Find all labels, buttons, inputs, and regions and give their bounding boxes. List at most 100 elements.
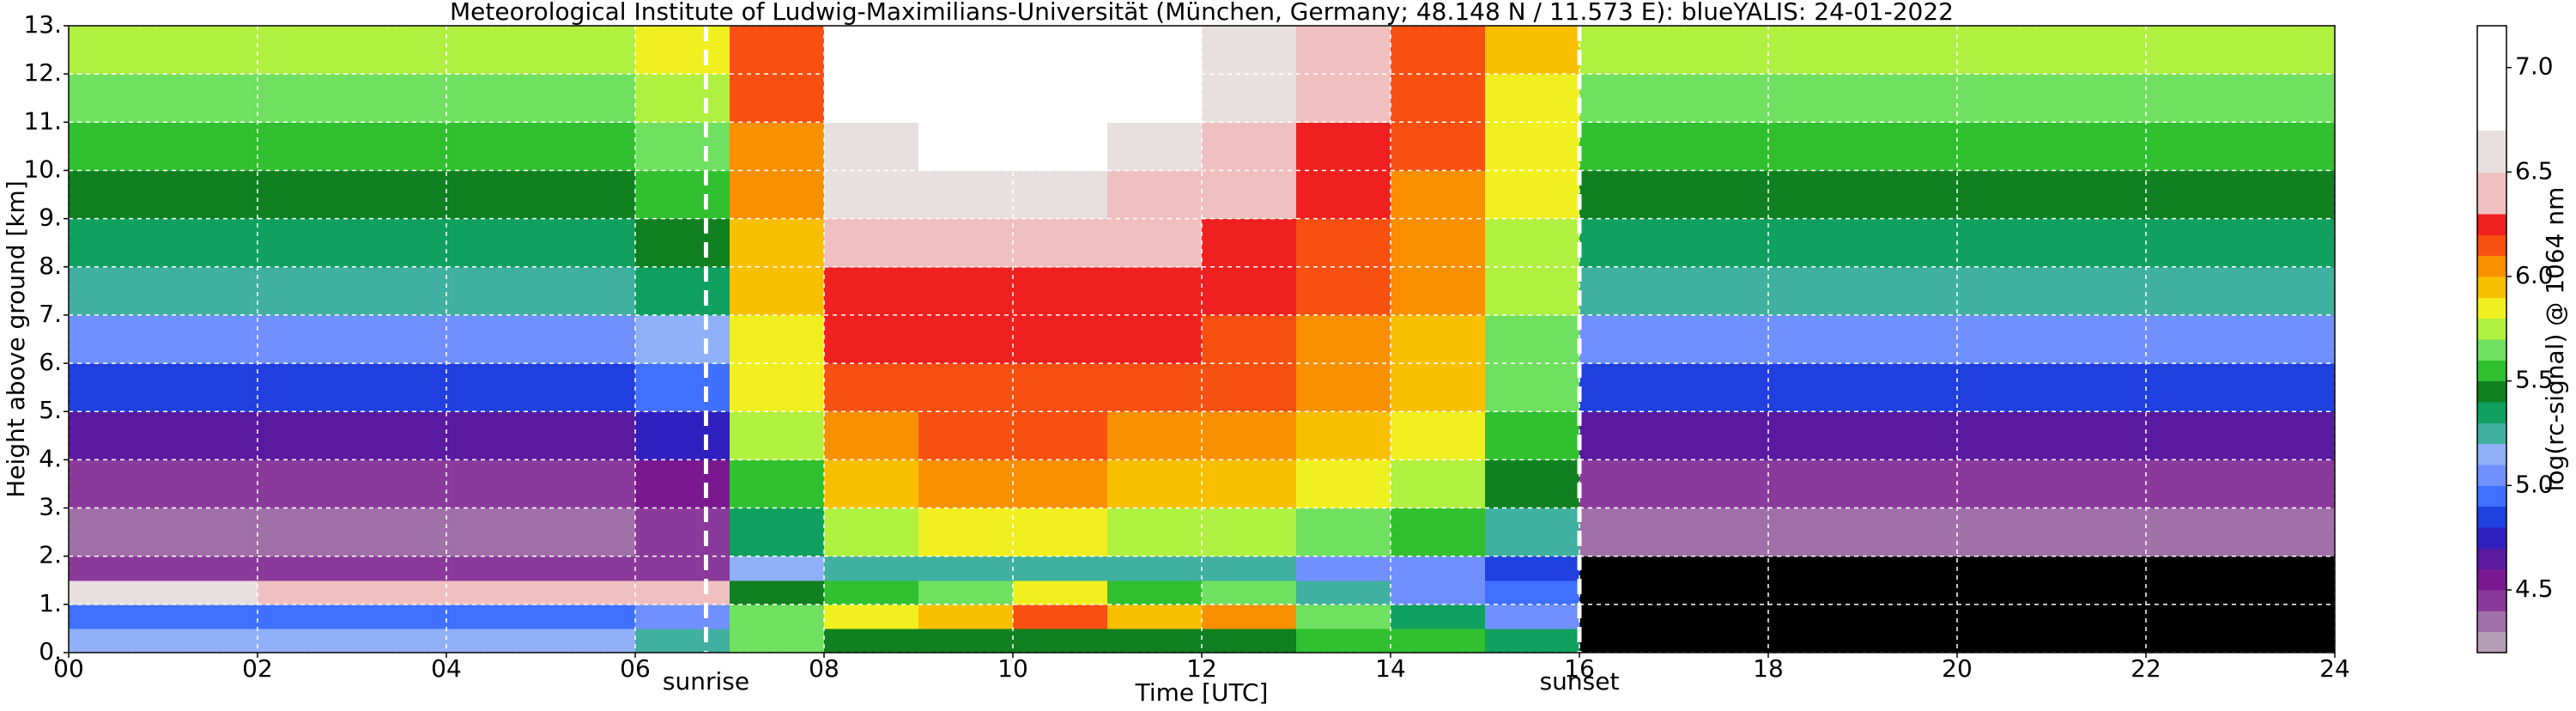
- heatmap-cell: [1863, 74, 1958, 123]
- heatmap-cell: [1957, 74, 2052, 123]
- heatmap-cell: [824, 266, 919, 316]
- x-tick-label: 16: [1564, 654, 1595, 683]
- heatmap-cell: [541, 26, 636, 75]
- colorbar-tick-label: 5.0: [2515, 470, 2554, 498]
- heatmap-cell: [918, 218, 1014, 268]
- heatmap-cell: [1957, 26, 2052, 75]
- heatmap-cell: [1863, 507, 1958, 557]
- heatmap-cell: [352, 556, 447, 581]
- heatmap-cell: [635, 266, 730, 316]
- heatmap-cell: [446, 26, 542, 75]
- x-tick-label: 00: [53, 654, 84, 683]
- heatmap-cell: [730, 363, 825, 412]
- heatmap-cell: [1107, 26, 1203, 75]
- y-tick-label: 10.: [23, 155, 62, 183]
- colorbar-tick-label: 5.5: [2515, 366, 2554, 394]
- heatmap-cell: [1768, 122, 1864, 171]
- heatmap-cell: [446, 507, 542, 557]
- heatmap-cell: [1013, 218, 1108, 268]
- heatmap-cell: [258, 74, 353, 123]
- heatmap-cell: [163, 26, 258, 75]
- heatmap-cell: [69, 556, 164, 581]
- heatmap-cell: [446, 218, 542, 268]
- heatmap-cell: [352, 26, 447, 75]
- heatmap-cell: [1391, 74, 1486, 123]
- heatmap-cell: [69, 26, 164, 75]
- heatmap-cell: [541, 411, 636, 460]
- heatmap-cell: [1485, 459, 1580, 509]
- heatmap-cell: [163, 628, 258, 653]
- heatmap-cell: [1296, 459, 1391, 509]
- heatmap-cell: [258, 628, 353, 653]
- colorbar-segment: [2477, 297, 2506, 319]
- heatmap-cell: [1013, 580, 1108, 605]
- plot-frame: [68, 25, 2336, 653]
- colorbar-segment: [2477, 339, 2506, 361]
- heatmap-cell: [1863, 218, 1958, 268]
- heatmap-cell: [824, 628, 919, 653]
- colorbar-segment: [2477, 360, 2506, 382]
- heatmap-cell: [1107, 314, 1203, 364]
- heatmap-cell: [918, 74, 1014, 123]
- heatmap-cell: [730, 314, 825, 364]
- heatmap-cell: [824, 314, 919, 364]
- heatmap-cell: [1674, 314, 1769, 364]
- colorbar-segment: [2477, 506, 2506, 528]
- heatmap-cell: [1202, 170, 1297, 220]
- heatmap-cell: [2240, 507, 2336, 557]
- heatmap-cell: [1391, 580, 1486, 605]
- heatmap-cell: [1202, 580, 1297, 605]
- heatmap-cell: [1296, 604, 1391, 629]
- heatmap-cell: [1107, 363, 1203, 412]
- heatmap-cell: [1391, 459, 1486, 509]
- heatmap-cell: [1013, 507, 1108, 557]
- heatmap-cell: [1768, 314, 1864, 364]
- colorbar-tick-label: 6.0: [2515, 261, 2554, 289]
- heatmap-cell: [1296, 507, 1391, 557]
- heatmap-cell: [2240, 74, 2336, 123]
- heatmap-cell: [1107, 507, 1203, 557]
- colorbar-segment: [2477, 255, 2506, 277]
- heatmap-cell: [1296, 580, 1391, 605]
- heatmap-cell: [1674, 266, 1769, 316]
- heatmap-cell: [163, 74, 258, 123]
- colorbar-segment: [2477, 465, 2506, 486]
- heatmap-cell: [2146, 218, 2241, 268]
- heatmap-cell: [1863, 122, 1958, 171]
- heatmap-cell: [1957, 266, 2052, 316]
- heatmap-cell: [446, 580, 542, 605]
- heatmap-cell: [730, 74, 825, 123]
- heatmap-cell: [635, 122, 730, 171]
- heatmap-cell: [1485, 580, 1580, 605]
- heatmap-cell: [1485, 26, 1580, 75]
- heatmap-cell: [730, 628, 825, 653]
- heatmap-cell: [918, 314, 1014, 364]
- heatmap-cell: [352, 218, 447, 268]
- heatmap-cell: [2240, 314, 2336, 364]
- heatmap-cell: [1957, 459, 2052, 509]
- heatmap-cell: [541, 604, 636, 629]
- heatmap-cell: [1202, 218, 1297, 268]
- heatmap-cell: [1107, 266, 1203, 316]
- heatmap-cell: [1957, 507, 2052, 557]
- heatmap-cell: [918, 363, 1014, 412]
- colorbar-segment: [2477, 402, 2506, 423]
- heatmap-cell: [635, 604, 730, 629]
- heatmap-cell: [2146, 363, 2241, 412]
- heatmap-cell: [1485, 266, 1580, 316]
- heatmap-cell: [2146, 507, 2241, 557]
- heatmap-cell: [163, 580, 258, 605]
- colorbar-label: log(rc-signal) @ 1064 nm: [2541, 187, 2569, 492]
- heatmap-cell: [635, 218, 730, 268]
- heatmap-cell: [918, 122, 1014, 171]
- x-tick-label: 06: [620, 654, 651, 683]
- heatmap-cell: [258, 266, 353, 316]
- heatmap-cell: [1485, 122, 1580, 171]
- heatmap-cell: [730, 266, 825, 316]
- heatmap-cell: [918, 459, 1014, 509]
- heatmap-cell: [69, 459, 164, 509]
- heatmap-cell: [2146, 411, 2241, 460]
- heatmap-cell: [2146, 122, 2241, 171]
- heatmap-cell: [1485, 507, 1580, 557]
- heatmap-cell: [730, 122, 825, 171]
